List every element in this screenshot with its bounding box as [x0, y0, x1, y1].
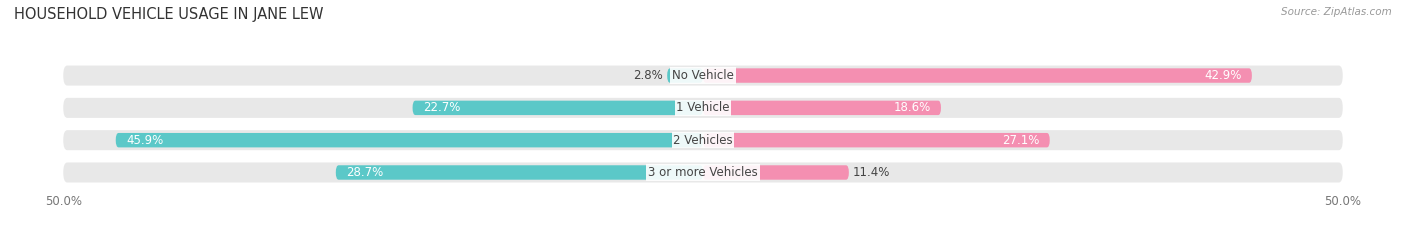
Text: 3 or more Vehicles: 3 or more Vehicles: [648, 166, 758, 179]
Text: 27.1%: 27.1%: [1002, 134, 1039, 147]
Text: 1 Vehicle: 1 Vehicle: [676, 101, 730, 114]
Text: 2.8%: 2.8%: [634, 69, 664, 82]
FancyBboxPatch shape: [703, 133, 1050, 147]
FancyBboxPatch shape: [336, 165, 703, 180]
Text: Source: ZipAtlas.com: Source: ZipAtlas.com: [1281, 7, 1392, 17]
Text: 22.7%: 22.7%: [423, 101, 460, 114]
FancyBboxPatch shape: [115, 133, 703, 147]
Text: No Vehicle: No Vehicle: [672, 69, 734, 82]
FancyBboxPatch shape: [63, 162, 1343, 183]
Text: 42.9%: 42.9%: [1205, 69, 1241, 82]
Text: 28.7%: 28.7%: [346, 166, 384, 179]
FancyBboxPatch shape: [703, 68, 1251, 83]
Text: 18.6%: 18.6%: [893, 101, 931, 114]
Text: 2 Vehicles: 2 Vehicles: [673, 134, 733, 147]
FancyBboxPatch shape: [63, 98, 1343, 118]
FancyBboxPatch shape: [63, 130, 1343, 150]
FancyBboxPatch shape: [63, 66, 1343, 86]
FancyBboxPatch shape: [668, 68, 703, 83]
FancyBboxPatch shape: [703, 101, 941, 115]
Text: HOUSEHOLD VEHICLE USAGE IN JANE LEW: HOUSEHOLD VEHICLE USAGE IN JANE LEW: [14, 7, 323, 22]
Text: 45.9%: 45.9%: [127, 134, 163, 147]
FancyBboxPatch shape: [703, 165, 849, 180]
Text: 11.4%: 11.4%: [852, 166, 890, 179]
FancyBboxPatch shape: [412, 101, 703, 115]
